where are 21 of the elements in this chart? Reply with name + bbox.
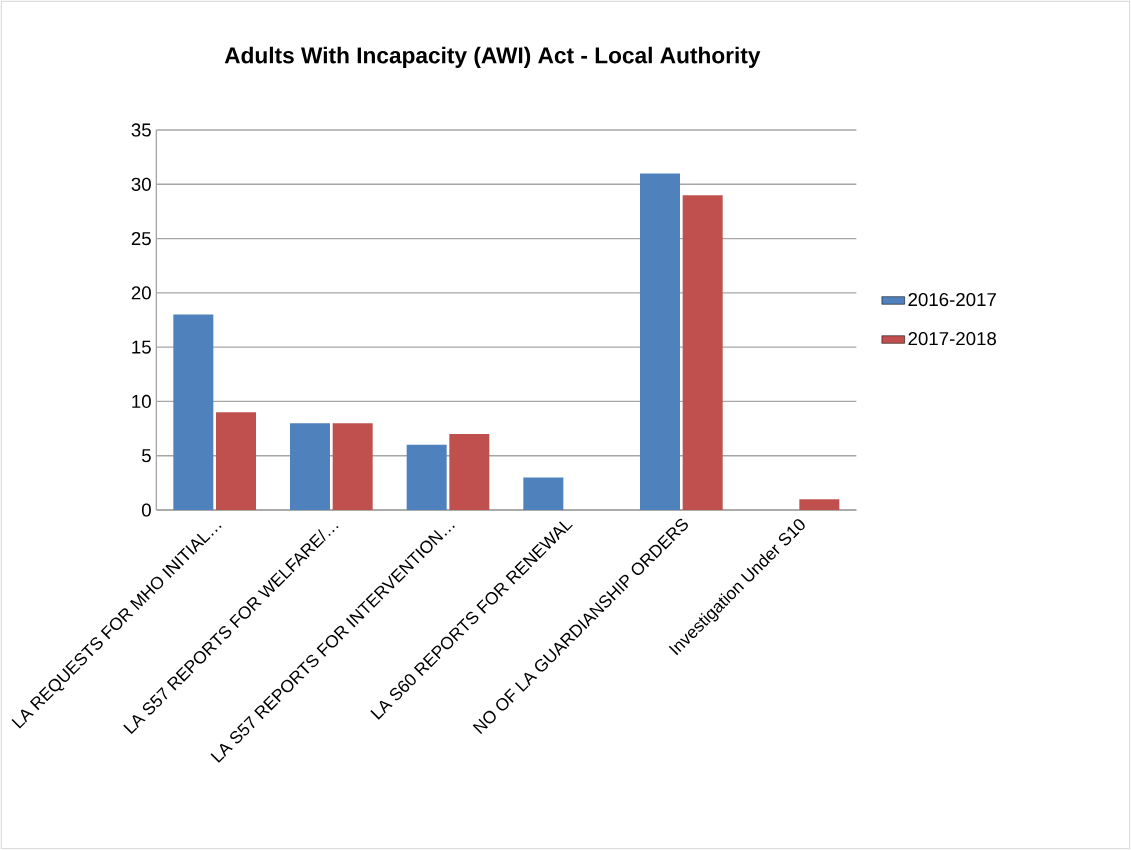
- y-tick-label: 25: [131, 231, 151, 246]
- y-tick-label: 35: [131, 123, 151, 137]
- bar: [799, 499, 840, 510]
- bar: [332, 423, 373, 510]
- chart-title: Adults With Incapacity (AWI) Act - Local Authority: [224, 46, 761, 68]
- y-tick-label: 30: [131, 177, 151, 191]
- bar: [640, 173, 680, 510]
- bar: [682, 195, 723, 510]
- legend-label: 2017-2018: [908, 331, 997, 346]
- y-tick-label: 20: [131, 286, 151, 300]
- bar: [216, 412, 256, 510]
- bar: [406, 444, 447, 510]
- y-tick-label: 10: [132, 394, 151, 409]
- bar: [290, 423, 330, 510]
- y-tick-label: 5: [141, 449, 151, 463]
- bar: [173, 314, 214, 510]
- bar: [449, 434, 490, 510]
- legend-label: 2016-2017: [908, 292, 996, 307]
- bar: [523, 477, 564, 510]
- y-tick-label: 15: [132, 340, 151, 354]
- y-tick-label: 0: [141, 503, 151, 517]
